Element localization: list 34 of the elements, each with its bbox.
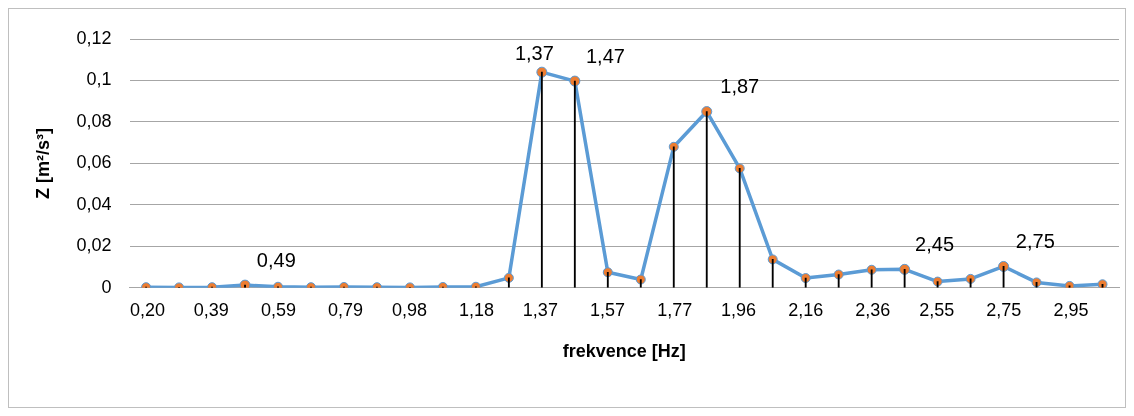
- x-tick-label: 2,36: [855, 299, 891, 320]
- annotation: 0,49: [256, 248, 296, 271]
- x-tick-label: 1,57: [590, 299, 626, 320]
- annotation: 1,47: [585, 44, 625, 67]
- x-tick-label: 2,55: [919, 299, 955, 320]
- x-tick-label: 1,96: [721, 299, 757, 320]
- point: [1031, 277, 1042, 288]
- x-tick-label: 0,98: [391, 299, 427, 320]
- y-tick-label: 0,06: [76, 152, 112, 173]
- y-tick-label: 0,1: [86, 69, 112, 90]
- x-tick-label: 0,79: [328, 299, 364, 320]
- y-tick-label: 0,04: [76, 193, 112, 214]
- y-tick-label: 0,12: [76, 27, 112, 48]
- x-axis-title: frekvence [Hz]: [562, 341, 686, 362]
- x-tick-label: 1,18: [459, 299, 495, 320]
- y-tick-label: 0: [101, 276, 112, 297]
- point: [1064, 280, 1075, 288]
- annotation: 1,37: [514, 41, 554, 64]
- x-tick-label: 0,20: [129, 299, 165, 320]
- x-tick-label: 1,37: [522, 299, 558, 320]
- x-tick-label: 2,16: [788, 299, 824, 320]
- x-tick-label: 0,39: [193, 299, 229, 320]
- x-tick-label: 0,59: [260, 299, 296, 320]
- x-tick-label: 2,95: [1053, 299, 1089, 320]
- annotation: 2,45: [915, 232, 955, 255]
- point: [1097, 279, 1108, 288]
- x-tick-label: 2,75: [986, 299, 1022, 320]
- x-tick-label: 1,77: [657, 299, 693, 320]
- y-tick-label: 0,02: [76, 235, 112, 256]
- annotation: 1,87: [720, 75, 760, 98]
- y-tick-label: 0,08: [76, 110, 112, 131]
- annotation: 2,75: [1015, 229, 1055, 252]
- point: [239, 279, 251, 288]
- y-axis-title: Z [m²/s³]: [32, 127, 53, 199]
